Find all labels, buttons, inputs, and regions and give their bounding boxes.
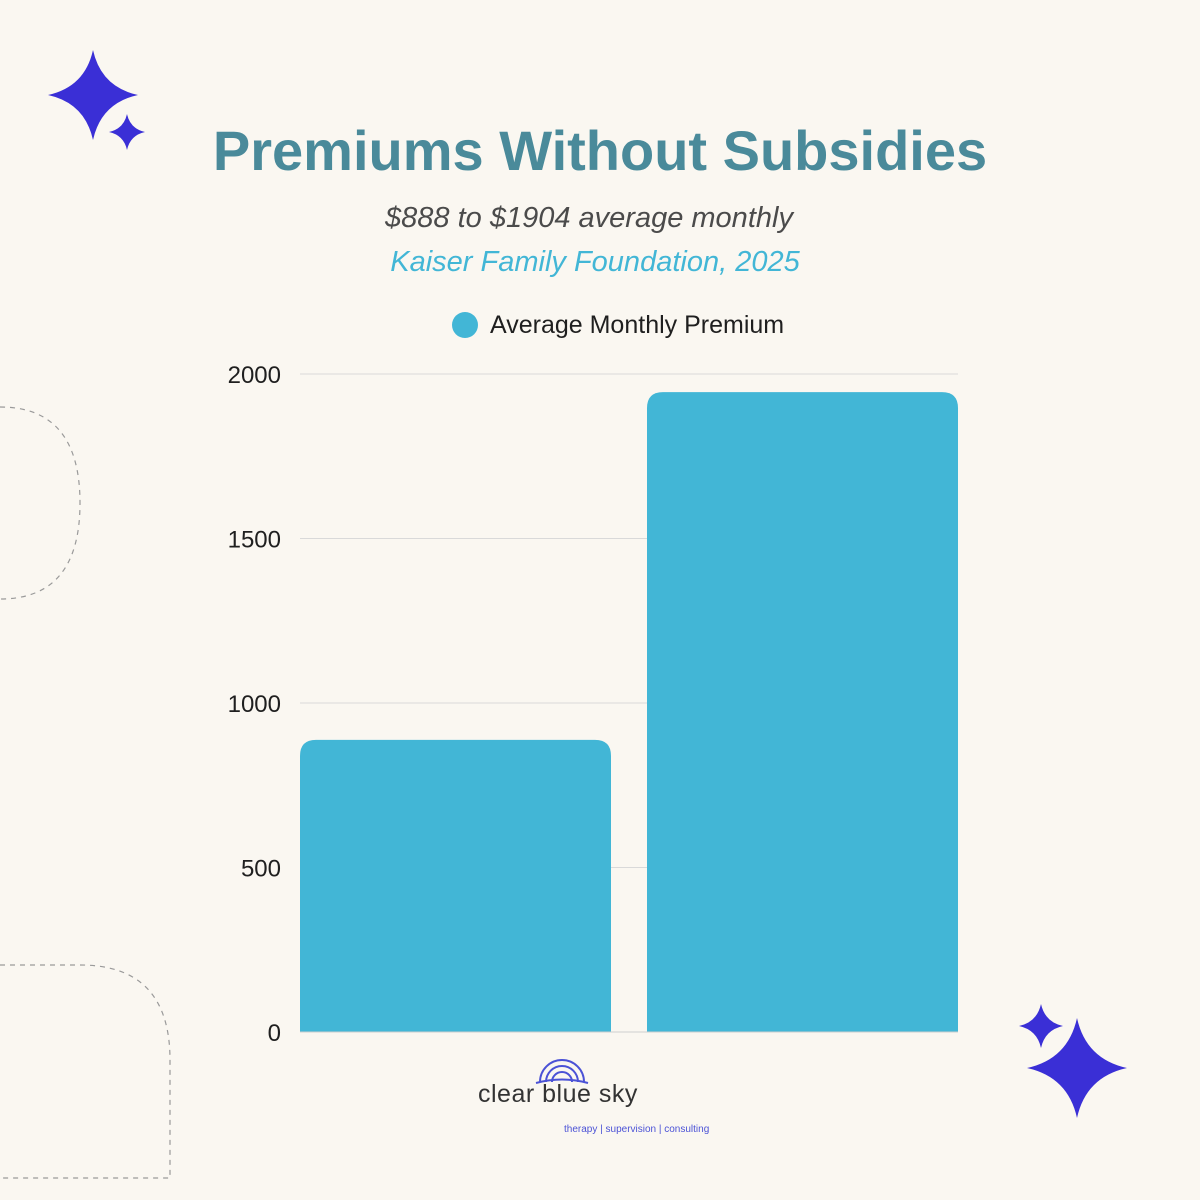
y-tick-label: 0 [268,1020,281,1047]
brand-name: clear blue sky [478,1080,638,1108]
source-citation: Kaiser Family Foundation, 2025 [390,246,800,278]
bar-2 [647,392,958,1033]
rainbow-logo-icon [535,1059,589,1084]
brand-logo: clear blue sky therapy | supervision | c… [478,1056,738,1146]
bar-1 [300,739,611,1032]
brand-tagline: therapy | supervision | consulting [564,1124,710,1135]
dashed-arc-bottom [0,964,171,1179]
chart-legend: Average Monthly Premium [452,310,784,340]
sparkle-icon [1027,1018,1127,1118]
page-title: Premiums Without Subsidies [212,119,988,182]
sparkle-icon [48,50,138,140]
legend-label: Average Monthly Premium [490,310,785,339]
sparkle-icon [1019,1004,1063,1048]
sparkle-icon [109,114,145,150]
legend-swatch-icon [452,312,478,338]
subtitle: $888 to $1904 average monthly [385,202,793,234]
y-tick-label: 1500 [228,527,281,554]
y-tick-label: 500 [241,856,281,883]
y-tick-label: 1000 [228,691,281,718]
dashed-arc-top [0,406,81,600]
y-tick-label: 2000 [228,362,281,389]
